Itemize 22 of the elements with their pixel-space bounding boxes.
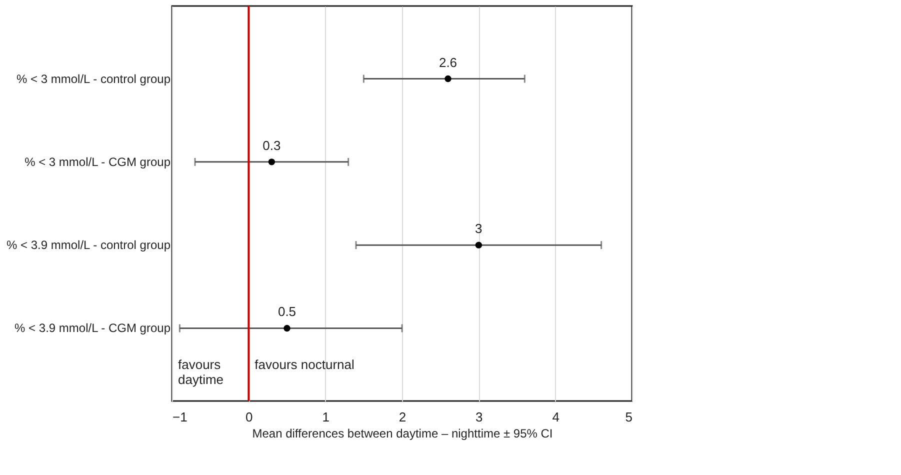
x-tick-label: 5 [625,410,632,424]
x-tick-label: 2 [398,410,406,424]
y-tick-label: % < 3.9 mmol/L - CGM group [14,321,171,336]
data-label: 0.5 [278,304,296,320]
x-axis-title: Mean differences between daytime – nighttime ± 95% CI [252,426,553,440]
point [475,242,482,248]
point [444,75,452,82]
x-tick-label: 1 [322,410,330,424]
x-tick-label: 3 [476,410,483,424]
y-tick-label: % < 3.9 mmol/L - control group [6,238,171,252]
y-tick-label: % < 3 mmol/L - control group [16,72,171,86]
data-label: 2.6 [438,54,458,70]
x-tick-label: 4 [552,410,560,424]
x-tick-label: 0 [246,410,253,424]
point [284,324,290,332]
annotation: favours daytime [178,357,224,387]
y-tick-label: % < 3 mmol/L - CGM group [24,154,171,169]
data-label: 3 [475,221,482,236]
annotation: favours nocturnal [254,357,354,372]
x-tick-label: −1 [172,410,188,424]
point [268,158,276,166]
data-label: 0.3 [262,138,281,153]
